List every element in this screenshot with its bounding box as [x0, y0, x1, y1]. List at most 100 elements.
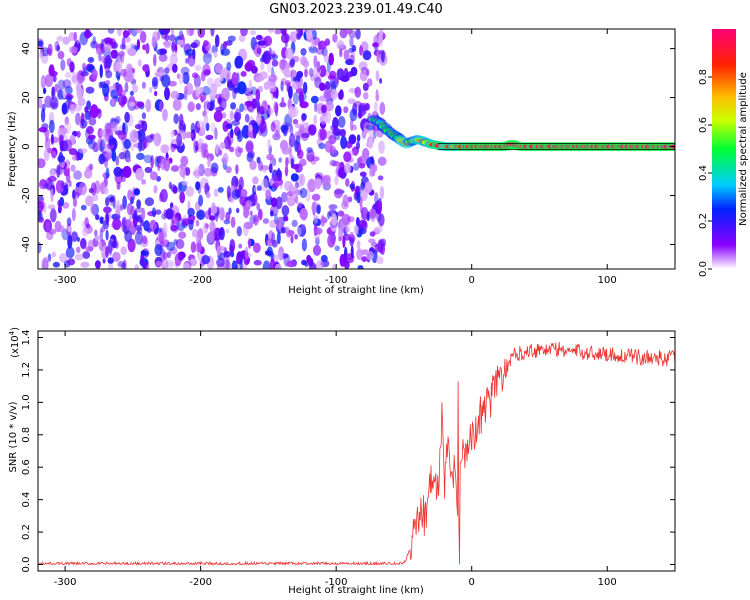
snr-x-tick-label: -100 [325, 577, 348, 588]
snr-y-tick-label: 1.4 [21, 330, 32, 346]
spectrogram-noise-blob [186, 48, 195, 56]
spectrogram-noise-blob [64, 116, 70, 126]
spectrogram-noise-blob [98, 153, 106, 165]
spectrogram-y-axis-label: Frequency (Hz) [7, 111, 18, 187]
spectrogram-noise-blob [42, 256, 51, 264]
spectrogram-x-tick-label: -300 [54, 275, 77, 286]
spectrogram-noise-blob [192, 72, 199, 79]
spectrogram-noise-blob [294, 163, 303, 173]
spectrogram-noise-blob [313, 55, 318, 69]
spectrogram-noise-blob [135, 224, 142, 232]
spectrogram-noise-blob [343, 49, 350, 61]
spectrogram-noise-blob [59, 134, 64, 143]
spectrogram-noise-blob [105, 229, 109, 241]
spectrogram-noise-blob [298, 91, 304, 105]
spectrogram-noise-blob [115, 200, 121, 212]
spectrogram-noise-blob [314, 176, 322, 190]
spectrogram-noise-blob [164, 87, 170, 101]
spectrogram-noise-blob [213, 188, 219, 198]
spectrogram-noise-blob [291, 219, 298, 227]
spectrogram-noise-blob [356, 240, 361, 250]
spectrogram-noise-blob [76, 236, 80, 242]
spectrogram-noise-blob [133, 215, 140, 221]
spectrogram-noise-blob [59, 252, 68, 263]
spectrogram-noise-blob [207, 157, 212, 168]
spectrogram-noise-blob [323, 52, 329, 63]
spectrogram-noise-blob [95, 48, 102, 56]
spectrogram-noise-blob [38, 211, 43, 221]
spectrogram-noise-blob [349, 37, 354, 48]
spectrogram-noise-blob [366, 69, 370, 77]
spectrogram-noise-blob [373, 101, 378, 112]
spectrogram-noise-blob [347, 98, 356, 105]
spectrogram-noise-blob [139, 220, 145, 227]
spectrogram-noise-blob [180, 155, 189, 167]
spectrogram-noise-blob [118, 152, 127, 160]
spectrogram-noise-blob [272, 132, 281, 141]
spectrogram-noise-blob [129, 101, 136, 107]
spectrogram-noise-blob [198, 194, 204, 207]
spectrogram-noise-blob [197, 29, 206, 38]
spectrogram-noise-blob [99, 64, 103, 78]
spectrogram-noise-blob [319, 128, 327, 141]
snr-series-line [38, 341, 675, 567]
spectrogram-noise-blob [351, 44, 357, 53]
spectrogram-noise-blob [168, 80, 177, 87]
spectrogram-noise-blob [306, 149, 315, 163]
spectrogram-noise-blob [319, 113, 328, 125]
spectrogram-noise-blob [122, 195, 127, 210]
snr-y-tick-label: 0.4 [21, 492, 32, 508]
spectrogram-noise-blob [150, 155, 154, 169]
spectrogram-noise-blob [204, 210, 210, 220]
spectrogram-noise-blob [129, 43, 136, 49]
spectrogram-noise-blob [330, 88, 338, 100]
spectrogram-noise-blob [103, 43, 112, 52]
spectrogram-noise-blob [40, 108, 46, 123]
spectrogram-noise-blob [208, 230, 215, 242]
colorbar-tick-label: 0.0 [698, 261, 709, 277]
spectrogram-noise-blob [111, 240, 118, 249]
spectrogram-noise-blob [154, 90, 158, 97]
spectrogram-noise-blob [332, 161, 341, 167]
spectrogram-noise-blob [191, 228, 199, 238]
spectrogram-noise-blob [98, 81, 104, 89]
spectrogram-noise-blob [161, 258, 169, 269]
spectrogram-noise-blob [257, 208, 263, 221]
spectrogram-noise-blob [219, 207, 225, 221]
spectrogram-noise-blob [115, 155, 120, 166]
spectrogram-noise-blob [319, 120, 327, 129]
spectrogram-noise-blob [325, 100, 334, 112]
spectrogram-noise-blob [239, 258, 243, 269]
spectrogram-noise-blob [155, 209, 162, 215]
spectrogram-noise-blob [272, 181, 279, 189]
spectrogram-noise-blob [149, 171, 158, 181]
spectrogram-noise-blob [72, 189, 76, 200]
spectrogram-noise-blob [103, 187, 109, 195]
spectrogram-noise-blob [356, 141, 360, 150]
spectrogram-noise-blob [85, 223, 91, 229]
spectrogram-x-tick-label: 0 [469, 275, 475, 286]
spectrogram-noise-blob [105, 70, 113, 79]
spectrogram-noise-blob [263, 81, 270, 91]
spectrogram-noise-blob [68, 31, 76, 42]
spectrogram-noise-blob [80, 112, 85, 127]
spectrogram-noise-blob [173, 113, 179, 125]
spectrogram-noise-blob [112, 251, 121, 262]
spectrogram-noise-blob [286, 195, 296, 207]
spectrogram-noise-blob [206, 101, 216, 111]
spectrogram-noise-blob [360, 187, 368, 202]
spectrogram-noise-blob [193, 166, 202, 179]
spectrogram-noise-blob [108, 135, 114, 147]
spectrogram-noise-blob [42, 87, 47, 94]
spectrogram-noise-blob [275, 216, 282, 230]
spectrogram-noise-blob [73, 170, 82, 180]
spectrogram-noise-blob [230, 216, 236, 228]
spectrogram-noise-blob [47, 43, 53, 57]
spectrogram-noise-blob [64, 72, 72, 78]
spectrogram-noise-blob [124, 111, 130, 123]
snr-y-tick-label: 0.6 [21, 459, 32, 475]
spectrogram-noise-blob [230, 128, 234, 139]
spectrogram-noise-blob [266, 153, 275, 161]
spectrogram-y-tick-label: 0 [21, 143, 32, 149]
spectrogram-noise-blob [294, 181, 299, 189]
